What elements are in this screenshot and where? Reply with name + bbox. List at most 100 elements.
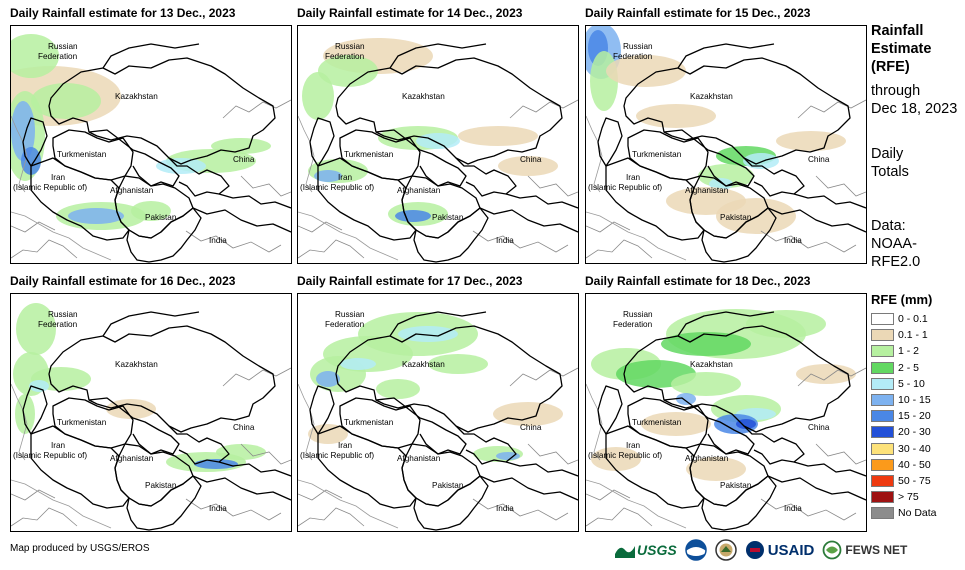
- rainfall-map-svg: Russian Federation Kazakhstan Turkmenist…: [586, 26, 866, 263]
- label-russia-1: Russian: [335, 42, 365, 51]
- usgs-logo-text: USGS: [637, 542, 677, 558]
- legend-swatch: [871, 410, 894, 423]
- rainfall-patches: [308, 312, 563, 462]
- legend-swatch: [871, 491, 894, 504]
- rainfall-map-svg: Russian Federation Kazakhstan Turkmenist…: [586, 309, 866, 531]
- coastline: [11, 115, 112, 261]
- legend-row: 0.1 - 1: [871, 327, 965, 343]
- coastline: [586, 115, 687, 261]
- legend-row: 15 - 20: [871, 408, 965, 424]
- legend-swatch: [871, 361, 894, 374]
- country-labels: Russian Federation Kazakhstan Turkmenist…: [588, 310, 830, 513]
- rainfall-patch: [398, 326, 458, 342]
- rfe-title-line: (RFE): [871, 59, 910, 75]
- country-borders: [309, 43, 578, 263]
- label-iran-1: Iran: [338, 173, 353, 182]
- interior-seal-icon: [714, 539, 737, 561]
- usgs-logo: USGS: [615, 542, 677, 558]
- label-china: China: [233, 423, 255, 432]
- country-labels: Russian Federation Kazakhstan Turkmenist…: [588, 42, 830, 245]
- usaid-logo: USAID: [745, 540, 814, 560]
- data-source-line: NOAA-: [871, 236, 917, 252]
- label-iran-2: (Islamic Republic of): [588, 451, 662, 460]
- panel-title: Daily Rainfall estimate for 15 Dec., 202…: [585, 6, 811, 20]
- rainfall-patch: [636, 104, 716, 128]
- legend-label: > 75: [898, 491, 919, 504]
- legend-row: 40 - 50: [871, 457, 965, 473]
- rainfall-patches: [13, 303, 266, 472]
- country-labels: Russian Federation Kazakhstan Turkmenist…: [13, 310, 255, 513]
- label-russia-1: Russian: [623, 42, 653, 51]
- rainfall-patches: [591, 309, 856, 481]
- label-afghanistan: Afghanistan: [685, 454, 729, 463]
- usgs-wave-icon: [615, 546, 635, 558]
- rainfall-map: Russian Federation Kazakhstan Turkmenist…: [297, 25, 579, 264]
- fewsnet-logo-text: FEWS NET: [845, 543, 908, 557]
- label-iran-1: Iran: [51, 441, 66, 450]
- label-india: India: [784, 236, 802, 245]
- rainfall-patch: [416, 133, 460, 149]
- minor-borders: [11, 367, 291, 527]
- legend-row: > 75: [871, 489, 965, 505]
- rainfall-patch: [106, 399, 156, 419]
- rainfall-patch: [496, 452, 520, 460]
- legend-row: 20 - 30: [871, 424, 965, 440]
- label-india: India: [784, 504, 802, 513]
- rainfall-map: Russian Federation Kazakhstan Turkmenist…: [585, 293, 867, 532]
- country-labels: Russian Federation Kazakhstan Turkmenist…: [13, 42, 255, 245]
- rainfall-map-svg: Russian Federation Kazakhstan Turkmenist…: [298, 38, 578, 263]
- rainfall-map-svg: Russian Federation Kazakhstan Turkmenist…: [298, 310, 578, 531]
- panel-dec-15: Daily Rainfall estimate for 15 Dec., 202…: [585, 4, 867, 264]
- legend-swatch: [871, 313, 894, 326]
- legend-title: RFE (mm): [871, 292, 933, 307]
- country-labels: Russian Federation Kazakhstan Turkmenist…: [300, 42, 542, 245]
- legend-swatch: [871, 458, 894, 471]
- rainfall-patch: [68, 208, 124, 224]
- country-borders: [597, 311, 866, 531]
- rfe-title-line: Estimate: [871, 41, 932, 57]
- label-russia-1: Russian: [48, 42, 78, 51]
- rfe-legend: 0 - 0.1 0.1 - 1 1 - 2 2 - 5 5 - 10 10 - 15 15 …: [871, 311, 965, 521]
- label-turkmenistan: Turkmenistan: [632, 418, 682, 427]
- rainfall-map: Russian Federation Kazakhstan Turkmenist…: [297, 293, 579, 532]
- label-iran-1: Iran: [626, 441, 641, 450]
- label-kazakhstan: Kazakhstan: [690, 92, 733, 101]
- legend-label: 10 - 15: [898, 394, 931, 407]
- noaa-logo: [684, 539, 707, 561]
- rainfall-patch: [498, 156, 558, 176]
- legend-swatch: [871, 507, 894, 520]
- country-borders: [597, 43, 866, 263]
- label-iran-2: (Islamic Republic of): [13, 451, 87, 460]
- label-russia-2: Federation: [613, 52, 653, 61]
- label-india: India: [209, 236, 227, 245]
- rainfall-patch: [340, 358, 376, 370]
- rainfall-patch: [591, 447, 641, 471]
- minor-borders: [11, 99, 291, 259]
- minor-borders: [298, 99, 578, 259]
- label-afghanistan: Afghanistan: [397, 186, 441, 195]
- rainfall-patch: [11, 101, 35, 161]
- panel-dec-16: Daily Rainfall estimate for 16 Dec., 202…: [10, 272, 292, 532]
- legend-row: 30 - 40: [871, 441, 965, 457]
- doi-logo: [714, 539, 737, 561]
- rainfall-patch: [318, 55, 378, 87]
- map-credit: Map produced by USGS/EROS: [10, 543, 150, 554]
- legend-row: 0 - 0.1: [871, 311, 965, 327]
- rainfall-patch: [493, 402, 563, 426]
- rainfall-patch: [316, 371, 340, 387]
- label-turkmenistan: Turkmenistan: [57, 418, 107, 427]
- legend-label: 15 - 20: [898, 410, 931, 423]
- coastline: [298, 383, 399, 529]
- label-pakistan: Pakistan: [432, 213, 464, 222]
- country-borders: [22, 43, 291, 263]
- label-pakistan: Pakistan: [432, 481, 464, 490]
- coastline: [298, 115, 399, 261]
- label-kazakhstan: Kazakhstan: [690, 360, 733, 369]
- label-afghanistan: Afghanistan: [685, 186, 729, 195]
- label-india: India: [496, 504, 514, 513]
- daily-label: Daily: [871, 146, 904, 162]
- rainfall-patch: [686, 457, 746, 481]
- label-kazakhstan: Kazakhstan: [115, 92, 158, 101]
- rainfall-patch: [776, 131, 846, 151]
- through-date: through Dec 18, 2023: [871, 82, 965, 118]
